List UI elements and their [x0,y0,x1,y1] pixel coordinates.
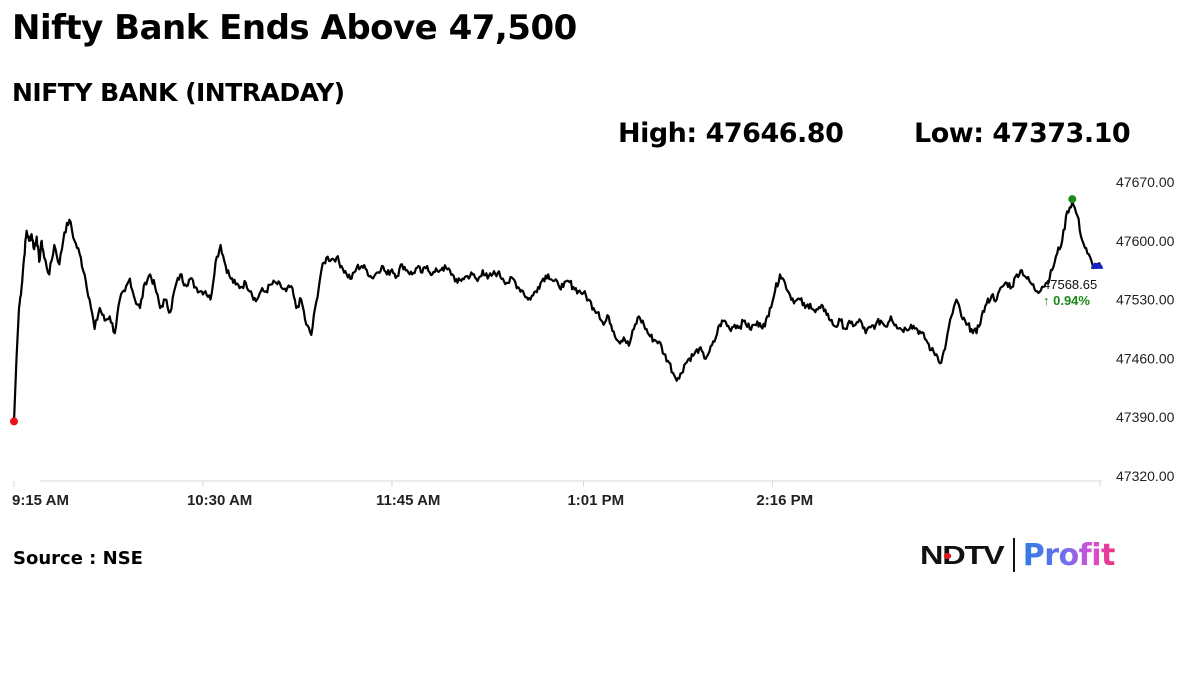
y-tick-label: 47390.00 [1116,409,1175,425]
last-price-label: 47568.65 [1043,277,1097,292]
y-tick-label: 47460.00 [1116,350,1175,366]
logo-red-dot [943,552,952,559]
y-tick-label: 47530.00 [1116,292,1175,308]
ndtv-wordmark: NDTV [920,539,1005,570]
y-tick-label: 47600.00 [1116,233,1175,249]
ndtv-profit-logo: NDTV Profit [920,537,1115,573]
x-tick-label: 10:30 AM [187,492,252,509]
headline: Nifty Bank Ends Above 47,500 [12,8,577,48]
last-change-label: ↑ 0.94% [1043,293,1090,308]
x-tick-label: 11:45 AM [376,492,440,509]
x-axis: 9:15 AM 10:30 AM 11:45 AM 1:01 PM 2:16 PM [12,480,1102,509]
y-axis: 47670.00 47600.00 47530.00 47460.00 47390.00… [1116,174,1175,484]
y-tick-label: 47670.00 [1116,174,1175,190]
low-value: Low: 47373.10 [914,118,1131,149]
source-label: Source : NSE [13,548,143,569]
high-value: High: 47646.80 [618,118,844,149]
profit-wordmark: Profit [1022,537,1116,573]
logo-separator [1012,538,1015,572]
high-marker [1068,195,1077,204]
chart-title: NIFTY BANK (INTRADAY) [12,78,345,107]
x-tick-label: 1:01 PM [567,492,624,509]
last-marker [1091,262,1103,269]
open-marker [10,417,18,426]
x-tick-label: 9:15 AM [12,492,69,509]
y-tick-label: 47320.00 [1116,468,1175,484]
price-line [12,201,1102,422]
x-tick-label: 2:16 PM [756,492,813,509]
